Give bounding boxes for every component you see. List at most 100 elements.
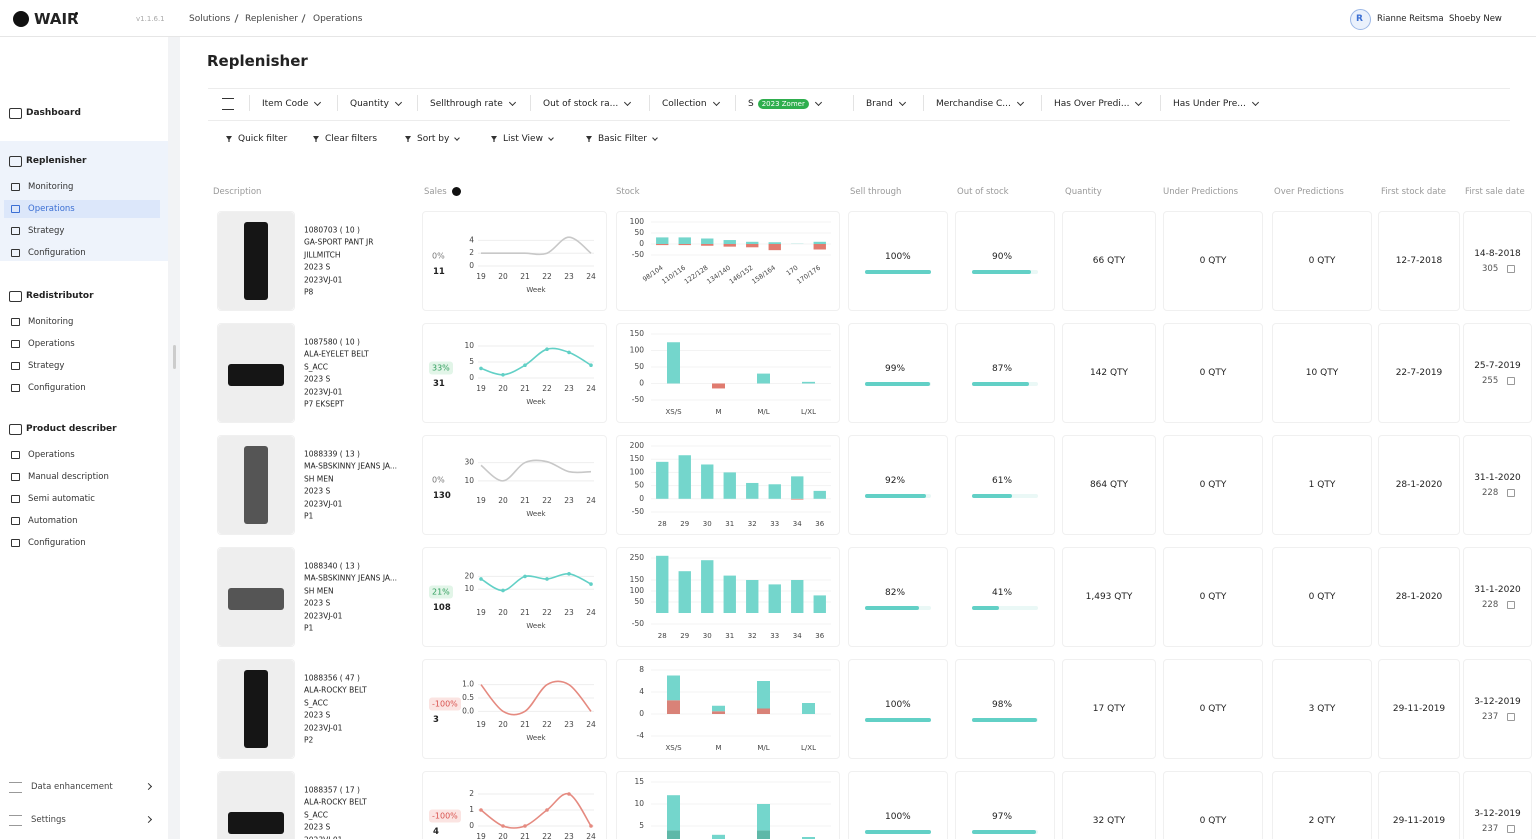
filter-dropdown[interactable]: Has Under Pre... (1173, 98, 1259, 109)
nav-item[interactable]: Manual description (28, 472, 109, 482)
x-tick-label: 36 (815, 520, 824, 528)
filter-dropdown[interactable]: Brand (866, 98, 906, 109)
nav-item[interactable]: Configuration (28, 538, 86, 548)
nav-item[interactable]: Data enhancement (31, 782, 113, 792)
sales-line (480, 236, 592, 256)
table-cell: 21% 108 10 20 19 20 21 22 23 24 Week (422, 547, 607, 647)
nav-item[interactable]: Monitoring (28, 182, 74, 192)
filter-dropdown[interactable]: Quantity (350, 98, 402, 109)
nav-item[interactable]: Strategy (28, 226, 65, 236)
toolbar-button[interactable]: Basic Filter (586, 134, 658, 144)
chevron (624, 98, 632, 107)
x-axis-label: Week (526, 734, 546, 742)
stock-bar (656, 555, 669, 613)
table-cell: 3 QTY (1272, 659, 1372, 759)
table-cell: -50 0 50 100 150 XS/S M M/L L/XL (616, 323, 840, 423)
chevron (898, 98, 906, 107)
x-tick-label: L/XL (801, 408, 816, 416)
nav-item[interactable]: Operations (28, 204, 75, 214)
filter-dropdown[interactable]: Out of stock ra... (543, 98, 632, 109)
cell-value: 28-1-2020 (1395, 592, 1443, 602)
x-tick-label: 20 (498, 384, 508, 393)
cell-value: 0 QTY (1199, 368, 1227, 378)
filter-dropdown[interactable]: Sellthrough rate (430, 98, 516, 109)
sales-point (501, 588, 505, 593)
days-since: 237 (1482, 824, 1499, 834)
x-tick-label: M (715, 744, 721, 752)
chevron (508, 98, 516, 107)
y-tick-label: -50 (632, 507, 644, 516)
description-line: 2023VJ-01 (304, 387, 343, 397)
filter-dropdown[interactable]: Merchandise C... (936, 98, 1024, 109)
description-line: ALA-ROCKY BELT (304, 797, 367, 807)
column-header: Sales (424, 187, 447, 197)
x-tick-label: 19 (476, 384, 486, 393)
percent-label: 41% (992, 588, 1013, 598)
breadcrumb-item[interactable]: Replenisher (245, 14, 298, 24)
nav-item[interactable]: Settings (31, 815, 66, 825)
sales-point (501, 373, 505, 377)
progress-track (972, 606, 1038, 610)
sales-total: 108 (433, 603, 451, 613)
y-tick-label: 150 (630, 575, 645, 584)
filter-dropdown[interactable]: Has Over Predi... (1054, 98, 1143, 109)
section-title[interactable]: Dashboard (26, 108, 81, 118)
nav-icon (11, 495, 20, 503)
stock-bar (757, 681, 770, 709)
nav-item[interactable]: Semi automatic (28, 494, 95, 504)
x-tick-label: 146/152 (728, 264, 755, 286)
description-line: 1080703 ( 10 ) (304, 225, 360, 235)
cell-value: 17 QTY (1092, 704, 1126, 714)
sales-point (479, 808, 483, 812)
toolbar-label: Basic Filter (598, 134, 647, 144)
toolbar-button[interactable]: Clear filters (313, 134, 377, 144)
product-shape (244, 446, 268, 524)
nav-item[interactable]: Operations (28, 450, 75, 460)
y-tick-label: 0 (469, 821, 474, 830)
y-tick-label: 50 (634, 481, 644, 490)
filter-separator (649, 95, 650, 111)
toolbar-button[interactable]: Quick filter (226, 134, 287, 144)
stock-bar (757, 373, 770, 384)
filter-dropdown[interactable]: S 2023 Zomer (748, 98, 822, 109)
table-cell: 14-8-2018 305 (1463, 211, 1532, 311)
nav-item[interactable]: Strategy (28, 361, 65, 371)
section-title[interactable]: Product describer (26, 424, 117, 434)
sales-point (523, 363, 527, 367)
section-title[interactable]: Replenisher (26, 156, 87, 166)
x-tick-label: 19 (476, 720, 486, 729)
section-title[interactable]: Redistributor (26, 291, 94, 301)
sales-point (589, 582, 593, 586)
nav-item[interactable]: Automation (28, 516, 78, 526)
filter-label: Brand (866, 99, 893, 109)
days-since: 255 (1482, 376, 1499, 386)
breadcrumb-item[interactable]: Solutions (189, 14, 231, 24)
toolbar-button[interactable]: List View (491, 134, 554, 144)
toolbar-button[interactable]: Sort by (405, 134, 461, 144)
table-cell: 1 QTY (1272, 435, 1372, 535)
x-tick-label: 22 (542, 384, 552, 393)
nav-item[interactable]: Operations (28, 339, 75, 349)
filter-separator (417, 95, 418, 111)
breadcrumb-item[interactable]: Operations (313, 14, 363, 24)
percent-label: 82% (885, 588, 906, 598)
table-cell: 100% (848, 771, 948, 839)
sales-line (480, 459, 592, 482)
cell-value: 864 QTY (1089, 480, 1129, 490)
x-tick-label: 23 (564, 384, 574, 393)
cell-value: 1 QTY (1308, 480, 1336, 490)
nav-item[interactable]: Configuration (28, 383, 86, 393)
x-tick-label: 21 (520, 608, 530, 617)
sales-change: 33% (429, 361, 453, 375)
stock-bar (746, 244, 759, 248)
filter-dropdown[interactable]: Collection (662, 98, 720, 109)
y-tick-label: 4 (469, 235, 474, 244)
table-cell: 66 QTY (1062, 211, 1156, 311)
filter-label: S (748, 99, 754, 109)
filter-dropdown[interactable]: Item Code (262, 98, 322, 109)
nav-item[interactable]: Configuration (28, 248, 86, 258)
description-line: 2023 S (304, 710, 331, 720)
nav-item[interactable]: Monitoring (28, 317, 74, 327)
cell-value: 3 QTY (1308, 704, 1336, 714)
